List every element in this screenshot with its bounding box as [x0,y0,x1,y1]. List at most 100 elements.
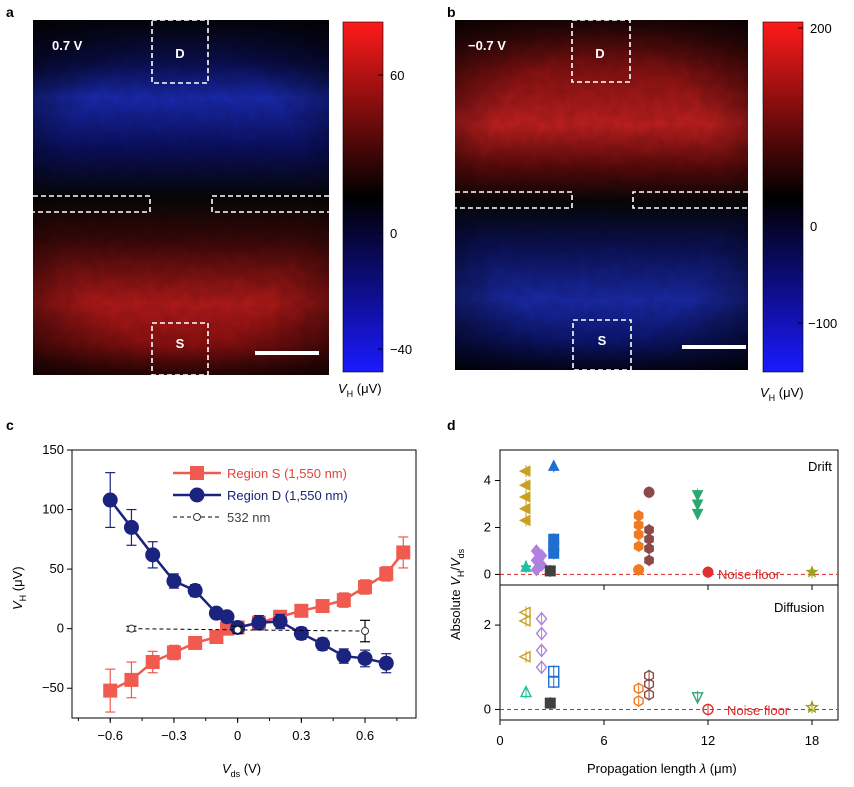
data-point [644,688,655,701]
x-tick-label: 12 [701,733,715,748]
data-point [378,655,394,671]
data-point [103,683,118,698]
plot-c-ylabel: VH (μV) [10,566,28,610]
data-point [188,635,203,650]
x-tick-label: 0.3 [292,728,310,743]
x-tick-label: 0 [234,728,241,743]
y-tick-label: 2 [484,617,491,632]
plot-d-xlabel: Propagation length λ (μm) [587,761,737,776]
y-tick-label: 4 [484,473,491,488]
heatmap-a-vignette [33,20,329,375]
data-point [518,606,531,619]
panel-d: d 0 6 12 18 0 2 4 0 2 Drift Diffusion Noise floo… [447,417,839,776]
contact-d-label-a: D [175,46,184,61]
data-point [535,611,548,626]
data-point [336,593,351,608]
data-point [251,615,267,631]
data-point [219,609,235,625]
legend-marker [190,466,204,480]
data-point [805,699,819,714]
panel-letter-a: a [6,4,14,20]
data-point [633,528,644,541]
contact-d-box-b [571,19,631,83]
colorbar-a [342,21,384,373]
colorbar-b-tick: −100 [808,316,837,331]
legend-label: Region D (1,550 nm) [227,488,348,503]
data-point [535,558,548,572]
data-point [702,703,714,716]
data-point [518,514,531,527]
data-point [544,697,556,709]
data-point [209,630,224,645]
data-point [633,695,644,707]
plot-c-frame [71,449,417,719]
panel-a: a 0.7 V D S 60 0 −40 VH (μV) [6,4,412,399]
y-tick-label: 100 [42,502,64,517]
data-point [518,650,531,663]
y-tick-label: 0 [484,701,491,716]
data-point [357,650,373,666]
data-point [644,554,654,566]
colorbar-b-label: VH (μV) [760,385,804,403]
colorbar-a-label: VH (μV) [338,381,382,399]
data-point [358,579,373,594]
data-point [187,583,203,599]
panel-letter-d: d [447,417,456,433]
data-point [633,540,644,552]
data-point [548,676,560,688]
gate-left-a [33,195,151,213]
y-tick-label: −50 [42,680,64,695]
data-point [315,599,330,614]
y-tick-label: 2 [484,519,491,534]
contact-s-box-b [572,319,632,371]
plot-d-ticks: 0 6 12 18 0 2 4 0 2 [484,473,819,748]
data-point [544,565,556,577]
data-point [123,519,139,535]
contact-d-box-a [151,19,209,84]
data-point [691,508,704,521]
plot-c-legend: Region S (1,550 nm) Region D (1,550 nm) 53… [173,466,348,525]
plot-d-bottom-frame [499,584,839,721]
data-point [127,624,136,633]
plot-c-xlabel: Vds (V) [222,761,261,779]
legend-label: 532 nm [227,510,270,525]
x-tick-label: −0.6 [97,728,123,743]
y-tick-label: 50 [50,561,64,576]
legend-label: Region S (1,550 nm) [227,466,347,481]
heatmap-b-vignette [455,20,748,370]
data-point [547,459,560,471]
data-point [633,564,645,576]
data-point [805,565,819,578]
data-point [315,636,331,652]
data-point [233,625,242,634]
x-tick-label: 6 [600,733,607,748]
data-point [535,626,548,641]
data-point [633,682,644,695]
legend-marker [189,487,205,503]
data-point [293,625,309,641]
panel-letter-b: b [447,4,456,20]
data-point [361,627,370,636]
data-point [102,492,118,508]
data-point [644,543,654,555]
contact-d-label-b: D [595,46,604,61]
x-tick-label: −0.3 [161,728,187,743]
data-point [535,660,548,675]
y-tick-label: 0 [57,621,64,636]
colorbar-b-ticks: 200 0 −100 [798,21,837,331]
colorbar-a-tick: −40 [390,342,412,357]
data-point [124,672,139,687]
data-point [702,566,714,578]
data-point [520,560,532,572]
data-point [272,614,288,630]
data-point [518,465,531,477]
plot-c-marks [102,472,411,713]
data-point [518,502,531,515]
voltage-label-a: 0.7 V [52,38,83,53]
colorbar-b-tick: 200 [810,21,832,36]
plot-d-title-diffusion: Diffusion [774,600,824,615]
contact-s-box-a [151,322,209,376]
data-point [548,547,560,559]
data-point [519,685,533,698]
